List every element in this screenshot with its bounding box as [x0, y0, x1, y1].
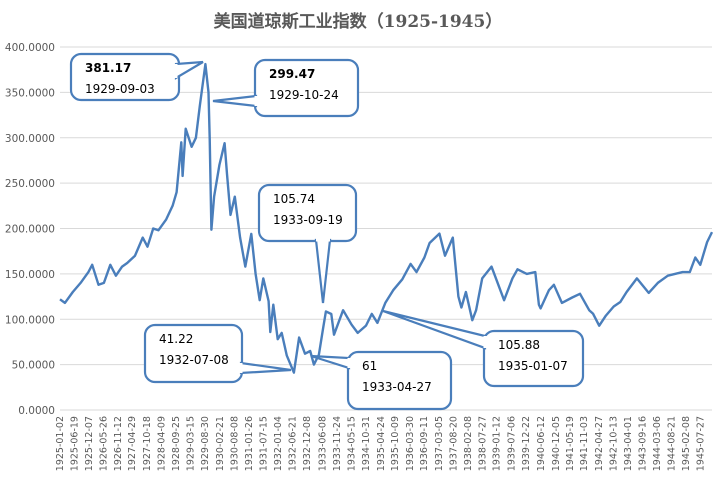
x-tick-label: 1933-11-24: [332, 416, 343, 471]
annotation-callout: 61 1933-04-27: [310, 350, 453, 411]
y-tick-label: 0.0000: [18, 405, 55, 417]
x-tick-label: 1939-01-12: [492, 416, 503, 471]
x-tick-label: 1942-10-13: [609, 416, 620, 471]
callout-value: 105.74: [273, 192, 315, 206]
x-tick-label: 1935-10-09: [390, 416, 401, 471]
series-line: [59, 62, 714, 374]
y-tick-label: 350.0000: [5, 87, 55, 99]
x-tick-label: 1933-06-08: [317, 416, 328, 471]
y-tick-label: 50.0000: [12, 360, 55, 372]
x-tick-label: 1926-11-12: [113, 416, 124, 471]
x-tick-label: 1941-11-03: [579, 416, 590, 471]
callout-box: [143, 323, 244, 384]
y-tick-label: 400.0000: [5, 42, 55, 54]
callout-value: 105.88: [498, 338, 540, 352]
series-layer: [59, 62, 714, 374]
x-tick-label: 1940-06-12: [536, 416, 547, 471]
x-tick-label: 1931-07-15: [258, 416, 269, 471]
annotation-callout: 381.17 1929-09-03: [69, 52, 204, 102]
x-tick-label: 1934-05-15: [347, 416, 358, 471]
chart-title: 美国道琼斯工业指数（1925-1945）: [214, 11, 503, 32]
x-tick-label: 1941-05-19: [565, 416, 576, 471]
callout-value: 381.17: [85, 61, 131, 75]
x-tick-label: 1932-12-08: [302, 416, 313, 471]
annotation-callout: 105.74 1933-09-19: [257, 183, 358, 304]
x-tick-label: 1939-07-06: [507, 416, 518, 471]
x-axis-ticks: 1925-01-02 1925-06-19 1925-12-07 1926-05-26…: [55, 416, 706, 471]
callout-date: 1932-07-08: [159, 353, 229, 367]
x-tick-label: 1936-09-11: [419, 416, 430, 471]
x-tick-label: 1939-12-22: [521, 416, 532, 471]
callout-value: 299.47: [269, 67, 315, 81]
x-tick-label: 1930-02-21: [215, 416, 226, 471]
callout-date: 1933-09-19: [273, 213, 343, 227]
x-tick-label: 1925-12-07: [84, 416, 95, 471]
y-tick-label: 300.0000: [5, 133, 55, 145]
x-tick-label: 1927-10-18: [142, 416, 153, 471]
x-tick-label: 1944-03-06: [652, 416, 663, 471]
x-tick-label: 1926-05-26: [98, 416, 109, 471]
x-tick-label: 1925-01-02: [55, 416, 66, 471]
x-tick-label: 1928-04-09: [157, 416, 168, 471]
y-tick-label: 100.0000: [5, 314, 55, 326]
x-tick-label: 1929-08-30: [200, 416, 211, 471]
x-tick-label: 1945-07-27: [695, 416, 706, 471]
x-tick-label: 1945-02-08: [681, 416, 692, 471]
x-tick-label: 1937-03-05: [434, 416, 445, 471]
annotation-callout: 105.88 1935-01-07: [382, 309, 585, 388]
x-tick-label: 1937-08-20: [448, 416, 459, 471]
x-tick-label: 1932-01-04: [273, 416, 284, 471]
callout-date: 1929-09-03: [85, 82, 155, 96]
x-tick-label: 1935-04-24: [376, 416, 387, 471]
callout-value: 61: [362, 359, 377, 373]
callout-date: 1933-04-27: [362, 380, 432, 394]
annotation-callout: 41.22 1932-07-08: [143, 323, 292, 384]
x-tick-label: 1943-04-01: [623, 416, 634, 471]
x-tick-label: 1934-10-31: [361, 416, 372, 471]
x-tick-label: 1942-04-27: [594, 416, 605, 471]
callouts: 381.17 1929-09-03 299.47 1929-10-24 105.74 19…: [69, 52, 585, 411]
x-tick-label: 1943-09-16: [637, 416, 648, 471]
callout-date: 1935-01-07: [498, 359, 568, 373]
callout-box: [257, 183, 358, 243]
callout-box: [346, 350, 453, 411]
x-tick-label: 1938-02-08: [463, 416, 474, 471]
callout-box: [253, 58, 360, 118]
callout-box: [482, 329, 585, 388]
callout-date: 1929-10-24: [269, 88, 339, 102]
x-tick-label: 1936-03-30: [405, 416, 416, 471]
x-tick-label: 1928-09-25: [171, 416, 182, 471]
x-tick-label: 1925-06-19: [69, 416, 80, 471]
y-axis-ticks: 0.0000 50.0000 100.0000 150.0000 200.0000 250…: [5, 42, 55, 417]
y-tick-label: 150.0000: [5, 269, 55, 281]
x-tick-label: 1930-08-08: [229, 416, 240, 471]
x-tick-label: 1927-04-29: [127, 416, 138, 471]
x-tick-label: 1944-08-21: [666, 416, 677, 471]
callout-value: 41.22: [159, 332, 193, 346]
y-tick-label: 200.0000: [5, 224, 55, 236]
x-tick-label: 1932-06-21: [287, 416, 298, 471]
x-tick-label: 1931-01-26: [244, 416, 255, 471]
y-tick-label: 250.0000: [5, 178, 55, 190]
x-tick-label: 1929-03-15: [186, 416, 197, 471]
annotation-callout: 299.47 1929-10-24: [212, 58, 360, 118]
x-tick-label: 1940-12-05: [551, 416, 562, 471]
x-tick-label: 1938-07-27: [477, 416, 488, 471]
